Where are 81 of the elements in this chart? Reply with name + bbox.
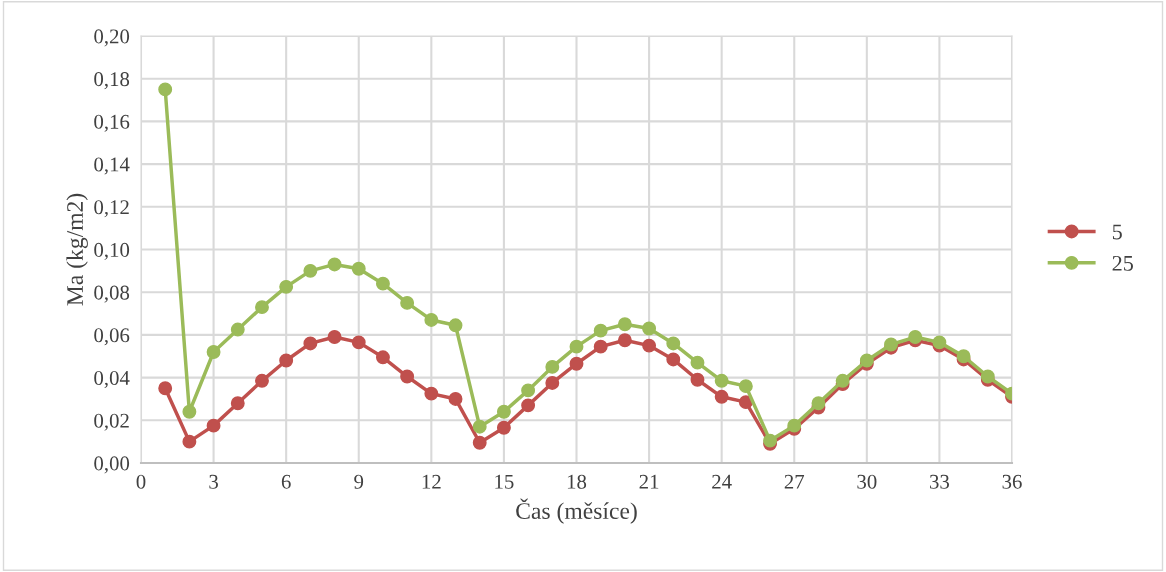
x-tick-label: 36 <box>1002 474 1022 489</box>
x-tick-label: 21 <box>639 474 659 489</box>
point <box>714 389 729 404</box>
point <box>182 434 197 449</box>
point <box>666 336 681 351</box>
point <box>303 263 318 278</box>
x-tick-label: 0 <box>136 474 146 489</box>
x-tick-label: 18 <box>567 474 587 489</box>
point <box>908 330 923 344</box>
point <box>448 392 463 406</box>
x-tick-label: 24 <box>712 474 732 489</box>
point <box>642 321 657 336</box>
point <box>351 261 366 276</box>
y-axis-title: Ma (kg/m2) <box>66 193 88 306</box>
point <box>642 338 657 353</box>
point <box>327 330 342 344</box>
point <box>424 313 439 327</box>
y-tick-label: 0,08 <box>94 285 130 303</box>
x-tick-label: 9 <box>354 474 364 489</box>
x-tick-label: 33 <box>930 474 950 489</box>
point <box>569 356 584 371</box>
y-tick-label: 0,20 <box>94 29 130 47</box>
point <box>158 381 173 396</box>
point <box>545 359 560 374</box>
x-tick-label: 15 <box>495 474 514 489</box>
y-tick-label: 0,12 <box>94 200 129 218</box>
point <box>424 386 439 401</box>
point <box>521 383 536 398</box>
point <box>303 336 318 351</box>
point <box>279 353 294 368</box>
point <box>230 322 245 337</box>
point <box>738 379 753 394</box>
point <box>690 355 705 370</box>
point <box>206 418 221 433</box>
point <box>569 339 584 354</box>
point <box>593 323 608 338</box>
point <box>400 369 415 384</box>
x-tick-label: 3 <box>209 474 218 489</box>
y-tick-label: 0,04 <box>94 370 130 389</box>
point <box>472 435 487 450</box>
point <box>617 333 632 348</box>
point <box>230 396 245 411</box>
y-tick-label: 0,06 <box>94 328 130 346</box>
point <box>255 373 269 388</box>
y-tick-label: 0,16 <box>94 114 130 132</box>
point <box>206 345 221 359</box>
point <box>690 372 705 387</box>
point <box>375 276 390 291</box>
point <box>496 404 511 419</box>
point <box>351 335 366 350</box>
point <box>327 257 342 272</box>
point <box>279 279 294 294</box>
x-tick-label: 30 <box>857 474 877 489</box>
point <box>666 352 681 367</box>
point <box>714 373 729 388</box>
x-axis-title: Čas (měsíce) <box>516 498 637 524</box>
point <box>255 300 269 315</box>
legend-label: 25 <box>1112 255 1133 271</box>
y-tick-label: 0,10 <box>94 242 130 260</box>
point <box>545 375 560 390</box>
point <box>158 82 173 97</box>
point <box>496 420 511 435</box>
point <box>472 419 487 434</box>
point <box>448 318 463 333</box>
y-tick-label: 0,14 <box>94 157 130 175</box>
point <box>811 396 826 411</box>
x-tick-label: 27 <box>784 474 805 489</box>
point <box>738 395 753 410</box>
y-tick-label: 0,02 <box>94 413 129 431</box>
point <box>375 350 390 365</box>
legend-label: 5 <box>1112 224 1122 240</box>
point <box>593 339 608 354</box>
point <box>182 404 197 419</box>
y-tick-label: 0,18 <box>94 72 130 90</box>
point <box>521 398 536 413</box>
point <box>400 295 415 310</box>
x-tick-label: 12 <box>422 474 441 489</box>
y-tick-label: 0,00 <box>94 456 130 474</box>
x-tick-label: 6 <box>281 474 291 489</box>
point <box>617 317 632 332</box>
point <box>835 373 850 388</box>
